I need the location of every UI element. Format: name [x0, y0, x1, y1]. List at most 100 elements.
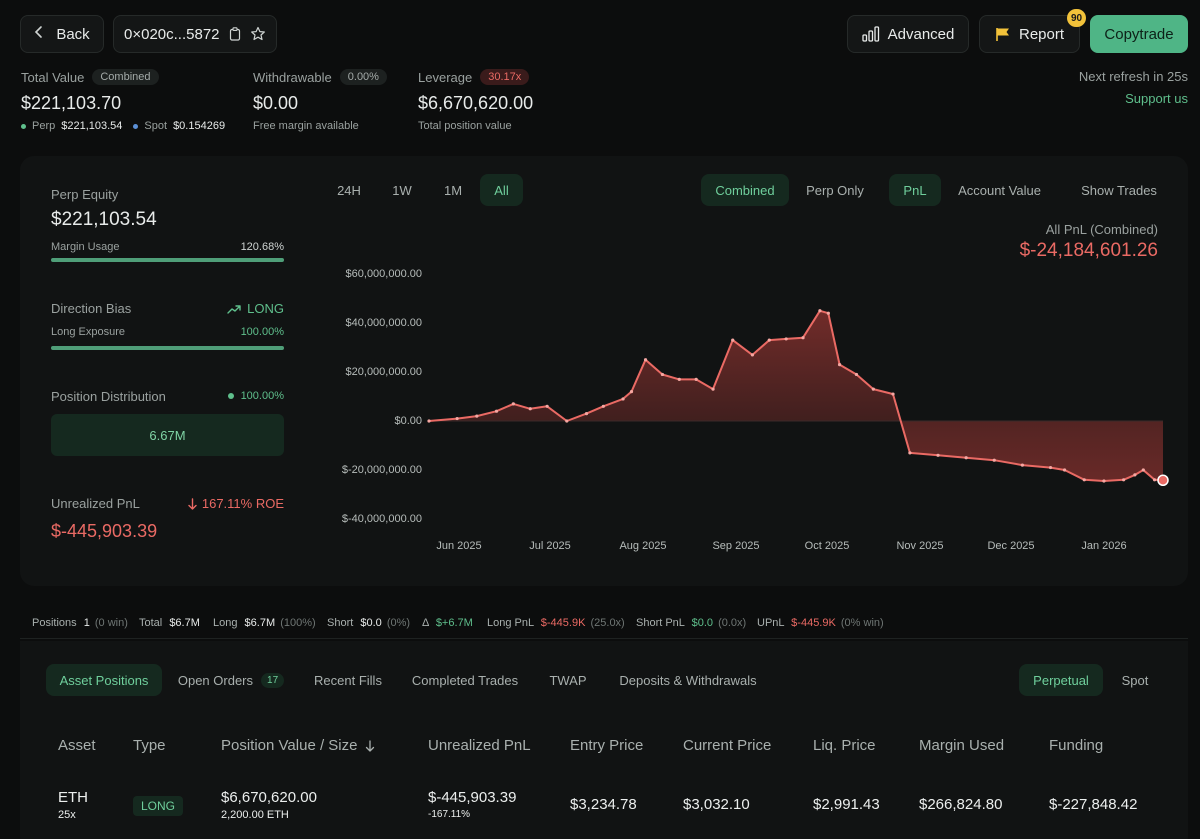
trend-up-icon — [227, 304, 241, 314]
stat-label: Long — [213, 617, 238, 629]
pnl-data-point — [494, 409, 499, 413]
position-distribution: 100.00% — [150, 390, 284, 402]
pnl-data-point — [427, 419, 431, 423]
pnl-chart[interactable] — [0, 0, 1200, 600]
range-all[interactable]: All — [480, 174, 523, 206]
stat-label: Positions — [32, 617, 77, 629]
column-header-unrealized-pnl[interactable]: Unrealized PnL — [428, 737, 531, 754]
stat-value: 1 — [83, 617, 90, 629]
long-exposure-bar — [51, 346, 284, 350]
long-exposure-label: Long Exposure — [51, 326, 125, 338]
stat-value: $6.7M — [169, 617, 200, 629]
pnl-data-point — [837, 363, 842, 367]
range-1m[interactable]: 1M — [443, 182, 463, 198]
column-header-current-price[interactable]: Current Price — [683, 737, 772, 754]
perp-equity-value: $221,103.54 — [51, 209, 157, 230]
stat-label: Δ — [422, 617, 429, 629]
pnl-data-point — [908, 451, 912, 455]
copytrade-button[interactable]: Copytrade — [1090, 15, 1188, 53]
tab-twap[interactable]: TWAP — [549, 672, 587, 688]
pnl-data-point — [455, 416, 459, 421]
show-trades-button[interactable]: Show Trades — [1081, 182, 1157, 198]
pnl-data-point — [584, 412, 589, 416]
direction-bias-value: LONG — [247, 301, 284, 316]
position-value: $6,670,620.00 — [221, 789, 317, 806]
spot-value: $0.154269 — [173, 120, 226, 132]
overview-panel — [20, 156, 1188, 586]
mode-perp-only[interactable]: Perp Only — [806, 182, 864, 198]
report-button[interactable]: Report — [979, 15, 1080, 53]
column-header-entry-price[interactable]: Entry Price — [570, 737, 644, 754]
pnl-data-point — [1048, 465, 1053, 470]
range-24h[interactable]: 24H — [337, 182, 361, 198]
positions-panel — [20, 641, 1188, 839]
pnl-data-point — [1082, 478, 1086, 482]
stat-sub: (100%) — [280, 617, 316, 629]
x-tick: Sep 2025 — [712, 540, 760, 552]
column-header-asset[interactable]: Asset — [58, 737, 96, 754]
pnl-data-point — [601, 404, 605, 408]
pnl-data-point — [818, 309, 822, 313]
market-perpetual[interactable]: Perpetual — [1019, 664, 1103, 696]
pnl-area-negative — [429, 421, 1163, 481]
pnl-data-point — [1133, 473, 1137, 477]
stat-upnl: UPnL $-445.9K (0% win) — [757, 617, 884, 629]
column-header-label: Position Value / Size — [221, 737, 358, 754]
pnl-data-point — [643, 358, 648, 362]
support-link[interactable]: Support us — [1125, 91, 1188, 106]
tab-open-orders[interactable]: Open Orders 17 — [170, 664, 292, 696]
stat-value: $+6.7M — [435, 617, 473, 629]
column-header-funding[interactable]: Funding — [1049, 737, 1104, 754]
metric-account-value[interactable]: Account Value — [958, 182, 1041, 198]
bar-chart-icon — [861, 26, 880, 42]
stat-label: Short — [327, 617, 354, 629]
pnl-data-point — [1102, 479, 1106, 483]
table-row[interactable]: ETH 25x LONG $6,670,620.00 2,200.00 ETH … — [40, 775, 1180, 835]
column-header-liq-price[interactable]: Liq. Price — [813, 737, 876, 754]
position-distribution-box: 6.67M — [51, 414, 284, 456]
stat-long-pnl: Long PnL $-445.9K (25.0x) — [487, 617, 625, 629]
range-1w[interactable]: 1W — [392, 182, 412, 198]
y-tick: $0.00 — [394, 415, 422, 427]
column-header-margin-used[interactable]: Margin Used — [919, 737, 1005, 754]
stat-delta: Δ $+6.7M — [422, 617, 473, 629]
pnl-data-point — [1122, 478, 1126, 482]
market-spot[interactable]: Spot — [1121, 672, 1149, 688]
stat-value: $-445.9K — [540, 617, 586, 629]
pnl-data-point — [1062, 468, 1067, 472]
x-tick: Jun 2025 — [436, 540, 482, 552]
column-header-type[interactable]: Type — [133, 737, 166, 754]
stat-sub: (0%) — [386, 617, 411, 629]
metric-pnl[interactable]: PnL — [889, 174, 941, 206]
copy-icon[interactable] — [229, 27, 241, 41]
y-tick: $-40,000,000.00 — [341, 513, 422, 525]
margin-usage-label: Margin Usage — [51, 241, 120, 253]
tab-completed-trades[interactable]: Completed Trades — [411, 672, 519, 688]
stat-value: $-445.9K — [791, 617, 836, 629]
tab-recent-fills[interactable]: Recent Fills — [314, 672, 382, 688]
stat-label: Short PnL — [636, 617, 685, 629]
star-icon[interactable] — [250, 26, 266, 42]
unrealized-roe-value: 167.11% ROE — [201, 496, 284, 511]
pnl-data-point — [1141, 468, 1145, 472]
current-price: $3,032.10 — [683, 796, 750, 813]
sort-down-icon — [365, 739, 375, 752]
tab-asset-positions[interactable]: Asset Positions — [46, 664, 162, 696]
pnl-data-point — [1020, 463, 1024, 467]
pnl-data-point — [964, 456, 968, 460]
mode-combined[interactable]: Combined — [701, 174, 789, 206]
column-header-position-value[interactable]: Position Value / Size — [221, 737, 375, 754]
pnl-latest-marker — [1157, 474, 1169, 487]
stat-short-pnl: Short PnL $0.0 (0.0x) — [636, 617, 746, 629]
advanced-button[interactable]: Advanced — [847, 15, 969, 53]
back-button[interactable]: Back — [20, 15, 104, 53]
tab-deposits-withdrawals[interactable]: Deposits & Withdrawals — [619, 672, 757, 688]
pnl-data-point — [826, 311, 830, 315]
direction-bias-label: Direction Bias — [51, 301, 132, 316]
pnl-data-point — [629, 390, 634, 394]
pnl-data-point — [767, 338, 771, 342]
chart-headline-value: $-24,184,601.26 — [1019, 240, 1158, 261]
perp-dot-icon — [21, 123, 26, 129]
pnl-data-point — [784, 337, 788, 341]
pnl-data-point — [511, 402, 515, 406]
